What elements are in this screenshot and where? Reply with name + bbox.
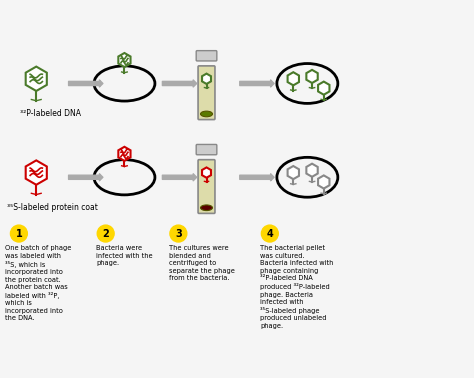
- Text: The cultures were
blended and
centrifuged to
separate the phage
from the bacteri: The cultures were blended and centrifuge…: [169, 245, 235, 281]
- FancyBboxPatch shape: [196, 51, 217, 61]
- Polygon shape: [288, 72, 299, 85]
- Text: 2: 2: [102, 229, 109, 239]
- FancyBboxPatch shape: [196, 144, 217, 155]
- Text: ³⁵S-labeled protein coat: ³⁵S-labeled protein coat: [7, 203, 98, 212]
- Polygon shape: [306, 164, 318, 177]
- Polygon shape: [318, 82, 329, 95]
- Ellipse shape: [201, 111, 212, 117]
- FancyBboxPatch shape: [198, 160, 215, 214]
- Polygon shape: [288, 166, 299, 179]
- Circle shape: [170, 225, 187, 242]
- Polygon shape: [118, 53, 130, 67]
- Text: ³²P-labeled DNA: ³²P-labeled DNA: [20, 109, 82, 118]
- Text: 1: 1: [16, 229, 22, 239]
- Ellipse shape: [201, 205, 212, 211]
- Circle shape: [261, 225, 278, 242]
- Polygon shape: [306, 70, 318, 83]
- Polygon shape: [202, 74, 211, 84]
- Text: 4: 4: [266, 229, 273, 239]
- Circle shape: [97, 225, 114, 242]
- Text: The bacterial pellet
was cultured.
Bacteria infected with
phage containing
³²P-l: The bacterial pellet was cultured. Bacte…: [260, 245, 334, 329]
- Circle shape: [10, 225, 27, 242]
- Text: Bacteria were
infected with the
phage.: Bacteria were infected with the phage.: [96, 245, 153, 266]
- FancyBboxPatch shape: [198, 66, 215, 119]
- Text: 3: 3: [175, 229, 182, 239]
- Polygon shape: [118, 147, 130, 161]
- Polygon shape: [202, 167, 211, 178]
- Text: One batch of phage
was labeled with
³⁵S, which is
incorporated into
the protein : One batch of phage was labeled with ³⁵S,…: [5, 245, 71, 321]
- Polygon shape: [26, 160, 47, 185]
- Polygon shape: [318, 175, 329, 189]
- Polygon shape: [26, 67, 47, 91]
